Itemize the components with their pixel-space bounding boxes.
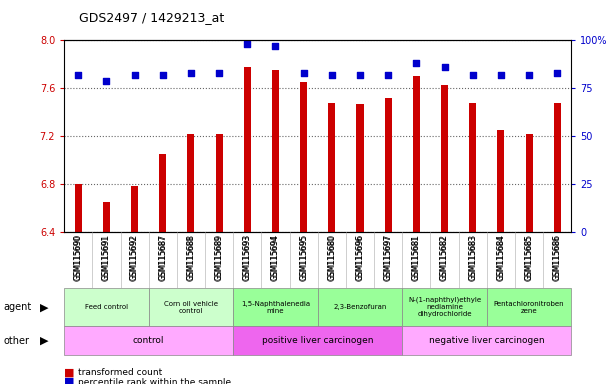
Bar: [554, 103, 561, 232]
Point: [130, 72, 139, 78]
Text: GSM115696: GSM115696: [356, 235, 365, 281]
Bar: [244, 67, 251, 232]
Text: GSM115680: GSM115680: [327, 235, 336, 281]
Bar: [216, 134, 222, 232]
Text: negative liver carcinogen: negative liver carcinogen: [429, 336, 544, 345]
Bar: [328, 103, 335, 232]
Text: GSM115687: GSM115687: [158, 235, 167, 281]
Text: ■: ■: [64, 367, 75, 377]
Point: [158, 72, 167, 78]
Bar: [441, 85, 448, 232]
Bar: [525, 134, 533, 232]
Text: control: control: [133, 336, 164, 345]
Text: agent: agent: [3, 302, 31, 312]
Bar: [385, 98, 392, 232]
Bar: [469, 103, 476, 232]
Point: [101, 78, 111, 84]
Point: [552, 70, 562, 76]
Text: ■: ■: [64, 377, 75, 384]
Text: GSM115691: GSM115691: [102, 235, 111, 281]
Point: [271, 43, 280, 49]
Point: [355, 72, 365, 78]
Point: [411, 60, 421, 66]
Text: percentile rank within the sample: percentile rank within the sample: [78, 377, 231, 384]
Bar: [103, 202, 110, 232]
Bar: [300, 82, 307, 232]
Text: GDS2497 / 1429213_at: GDS2497 / 1429213_at: [79, 12, 225, 25]
Bar: [159, 154, 166, 232]
Point: [496, 72, 506, 78]
Point: [440, 64, 450, 70]
Point: [524, 72, 534, 78]
Text: Feed control: Feed control: [85, 304, 128, 310]
Text: GSM115688: GSM115688: [186, 235, 196, 281]
Text: other: other: [3, 336, 29, 346]
Bar: [75, 184, 82, 232]
Point: [73, 72, 83, 78]
Point: [243, 41, 252, 47]
Point: [214, 70, 224, 76]
Point: [468, 72, 478, 78]
Bar: [356, 104, 364, 232]
Point: [186, 70, 196, 76]
Text: Pentachloronitroben
zene: Pentachloronitroben zene: [494, 301, 565, 314]
Text: GSM115681: GSM115681: [412, 235, 421, 281]
Bar: [188, 134, 194, 232]
Text: GSM115683: GSM115683: [468, 235, 477, 281]
Text: GSM115692: GSM115692: [130, 235, 139, 281]
Text: transformed count: transformed count: [78, 368, 162, 377]
Text: GSM115684: GSM115684: [496, 235, 505, 281]
Text: GSM115682: GSM115682: [440, 235, 449, 281]
Text: ▶: ▶: [40, 336, 48, 346]
Text: 1,5-Naphthalenedia
mine: 1,5-Naphthalenedia mine: [241, 301, 310, 314]
Text: GSM115695: GSM115695: [299, 235, 308, 281]
Text: positive liver carcinogen: positive liver carcinogen: [262, 336, 373, 345]
Bar: [272, 70, 279, 232]
Text: GSM115689: GSM115689: [214, 235, 224, 281]
Text: N-(1-naphthyl)ethyle
nediamine
dihydrochloride: N-(1-naphthyl)ethyle nediamine dihydroch…: [408, 297, 481, 318]
Text: GSM115686: GSM115686: [553, 235, 562, 281]
Text: 2,3-Benzofuran: 2,3-Benzofuran: [333, 304, 387, 310]
Text: GSM115690: GSM115690: [74, 235, 82, 281]
Text: ▶: ▶: [40, 302, 48, 312]
Point: [383, 72, 393, 78]
Text: GSM115697: GSM115697: [384, 235, 393, 281]
Bar: [413, 76, 420, 232]
Text: GSM115693: GSM115693: [243, 235, 252, 281]
Text: GSM115694: GSM115694: [271, 235, 280, 281]
Point: [327, 72, 337, 78]
Text: Corn oil vehicle
control: Corn oil vehicle control: [164, 301, 218, 314]
Point: [299, 70, 309, 76]
Bar: [131, 185, 138, 232]
Bar: [497, 130, 504, 232]
Text: GSM115685: GSM115685: [524, 235, 533, 281]
